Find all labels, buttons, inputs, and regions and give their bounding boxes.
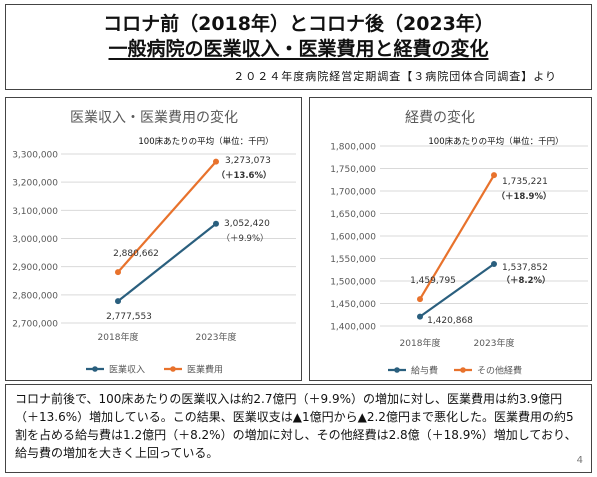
y-tick-label: 1,400,000 bbox=[330, 323, 376, 333]
chart-panel-revenue-expense: 医業収入・医業費用の変化 100床あたりの平均（単位：千円） 2,700,000 2,… bbox=[5, 97, 302, 381]
data-point bbox=[491, 260, 497, 267]
data-point bbox=[213, 158, 219, 165]
data-point bbox=[213, 220, 219, 227]
change-label: （＋9.9%） bbox=[221, 233, 268, 244]
y-tick-label: 1,750,000 bbox=[330, 165, 376, 175]
chart-title: 経費の変化 bbox=[405, 109, 475, 126]
data-label: 2,880,662 bbox=[113, 249, 159, 259]
data-label: 1,420,868 bbox=[427, 316, 473, 326]
data-point bbox=[417, 296, 423, 303]
data-label: 3,052,420 bbox=[224, 219, 270, 229]
y-tick-label: 3,000,000 bbox=[12, 235, 58, 245]
series-line-1 bbox=[419, 263, 495, 318]
x-tick-label: 2018年度 bbox=[400, 337, 441, 349]
page-number: 4 bbox=[576, 455, 583, 466]
page-title-line-1: コロナ前（2018年）とコロナ後（2023年） bbox=[103, 13, 494, 35]
data-point bbox=[115, 269, 121, 276]
y-tick-label: 1,550,000 bbox=[330, 255, 376, 265]
y-tick-label: 1,800,000 bbox=[330, 143, 376, 153]
legend-marker-2 bbox=[170, 366, 176, 372]
header-panel: コロナ前（2018年）とコロナ後（2023年） 一般病院の医業収入・医業費用と経… bbox=[5, 4, 592, 90]
data-point bbox=[115, 298, 121, 305]
y-tick-label: 3,300,000 bbox=[12, 151, 58, 161]
y-tick-label: 1,600,000 bbox=[330, 233, 376, 243]
summary-text: コロナ前後で、100床あたりの医業収入は約2.7億円（＋9.9%）の増加に対し、… bbox=[15, 392, 577, 460]
y-tick-label: 3,100,000 bbox=[12, 207, 58, 217]
data-label: 1,735,221 bbox=[502, 177, 548, 187]
y-tick-label: 1,500,000 bbox=[330, 278, 376, 288]
source-note: ２０２４年度病院経営定期調査【３病院団体合同調査】より bbox=[233, 70, 557, 83]
chart-title: 医業収入・医業費用の変化 bbox=[70, 109, 238, 126]
x-tick-label: 2018年度 bbox=[98, 331, 139, 343]
legend-marker-1 bbox=[92, 366, 98, 372]
data-point bbox=[417, 313, 423, 320]
series-line-1 bbox=[117, 222, 217, 303]
data-point bbox=[491, 172, 497, 179]
y-tick-label: 1,650,000 bbox=[330, 210, 376, 220]
data-label: 1,537,852 bbox=[502, 263, 548, 273]
chart-revenue-expense: 医業収入・医業費用の変化 100床あたりの平均（単位：千円） 2,700,000 2,… bbox=[12, 109, 296, 376]
legend-label-2: その他経費 bbox=[477, 365, 522, 377]
series-line-2 bbox=[419, 174, 495, 300]
y-tick-label: 2,700,000 bbox=[12, 320, 58, 330]
series-line-2 bbox=[117, 160, 217, 273]
change-label: （＋18.9%） bbox=[497, 191, 552, 202]
data-label: 2,777,553 bbox=[106, 312, 152, 322]
data-label: 1,459,795 bbox=[410, 276, 456, 286]
y-tick-label: 1,450,000 bbox=[330, 300, 376, 310]
legend-label-1: 医業収入 bbox=[109, 364, 145, 376]
y-tick-label: 1,700,000 bbox=[330, 188, 376, 198]
page-title-line-2-text: 一般病院の医業収入・医業費用と経費の変化 bbox=[108, 38, 489, 60]
y-tick-label: 2,800,000 bbox=[12, 291, 58, 301]
x-tick-label: 2023年度 bbox=[474, 337, 515, 349]
data-label: 3,273,073 bbox=[225, 156, 271, 166]
summary-panel: コロナ前後で、100床あたりの医業収入は約2.7億円（＋9.9%）の増加に対し、… bbox=[5, 384, 592, 473]
change-label: （＋8.2%） bbox=[501, 275, 550, 286]
x-tick-label: 2023年度 bbox=[196, 331, 237, 343]
legend-marker-2 bbox=[460, 367, 466, 373]
page-title-line-2: 一般病院の医業収入・医業費用と経費の変化 bbox=[6, 38, 591, 60]
chart-panel-expenses: 経費の変化 100床あたりの平均（単位：千円） 1,400,000 1,450,000… bbox=[309, 97, 592, 381]
legend-label-1: 給与費 bbox=[411, 365, 438, 377]
chart-subtitle: 100床あたりの平均（単位：千円） bbox=[428, 136, 563, 147]
chart-subtitle: 100床あたりの平均（単位：千円） bbox=[138, 136, 273, 147]
y-tick-label: 2,900,000 bbox=[12, 263, 58, 273]
legend-label-2: 医業費用 bbox=[187, 364, 223, 376]
y-tick-label: 3,200,000 bbox=[12, 179, 58, 189]
chart-expenses: 経費の変化 100床あたりの平均（単位：千円） 1,400,000 1,450,000… bbox=[330, 109, 588, 377]
change-label: （＋13.6%） bbox=[217, 170, 272, 181]
legend-marker-1 bbox=[394, 367, 400, 373]
